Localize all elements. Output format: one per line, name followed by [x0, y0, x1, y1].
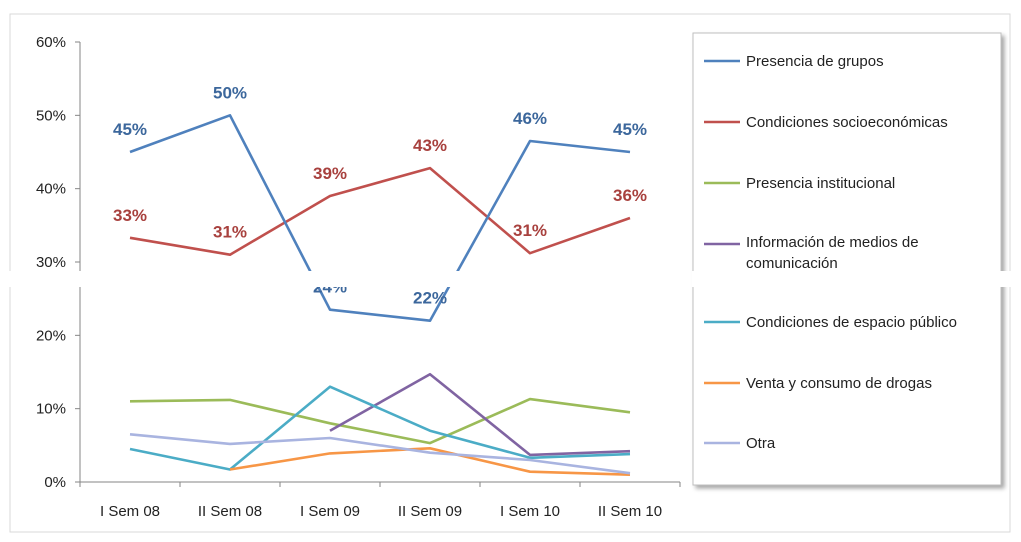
series-line-1	[129, 166, 631, 256]
legend-entry-label: Condiciones de espacio público	[746, 314, 957, 331]
data-label: 50%	[213, 83, 247, 102]
data-label: 46%	[513, 109, 547, 128]
series-line-4	[129, 385, 631, 471]
series-line-3	[329, 372, 631, 457]
legend-entry-label: Información de medios de comunicación	[746, 234, 919, 272]
x-tick-label: II Sem 10	[598, 503, 662, 520]
legend-entry-label: Presencia de grupos	[746, 53, 884, 70]
series-line-5	[229, 447, 631, 476]
y-tick-label: 60%	[36, 34, 66, 51]
data-label: 45%	[113, 120, 147, 139]
y-tick-label: 20%	[36, 327, 66, 344]
data-label: 39%	[313, 164, 347, 183]
data-label: 33%	[113, 206, 147, 225]
legend: Presencia de grupos Condiciones socioecon…	[692, 32, 1012, 486]
x-tick-label: I Sem 10	[500, 503, 560, 520]
legend-entry-label-line: comunicación	[746, 255, 838, 272]
data-label: 31%	[213, 223, 247, 242]
legend-entry-label: Presencia institucional	[746, 175, 895, 192]
y-tick-label: 10%	[36, 401, 66, 418]
chart-gap-band	[0, 271, 690, 287]
series-line-0	[129, 114, 631, 322]
y-tick-label: 50%	[36, 107, 66, 124]
data-label: 43%	[413, 136, 447, 155]
legend-gap-band	[692, 271, 1012, 287]
data-label: 36%	[613, 186, 647, 205]
y-tick-label: 30%	[36, 254, 66, 271]
y-tick-label: 40%	[36, 181, 66, 198]
legend-box	[692, 32, 1002, 486]
x-tick-label: I Sem 08	[100, 503, 160, 520]
legend-entry-label: Otra	[746, 435, 776, 452]
y-tick-label: 0%	[44, 474, 66, 491]
x-tick-label: I Sem 09	[300, 503, 360, 520]
series-line-6	[129, 433, 631, 475]
series-line-2	[129, 397, 631, 445]
data-label: 31%	[513, 221, 547, 240]
legend-entry-label: Venta y consumo de drogas	[746, 375, 932, 392]
x-tick-label: II Sem 09	[398, 503, 462, 520]
data-label: 22%	[413, 289, 447, 308]
legend-entry-label-line: Información de medios de	[746, 234, 919, 251]
legend-entry-label: Condiciones socioeconómicas	[746, 114, 948, 131]
data-label: 45%	[613, 120, 647, 139]
x-tick-label: II Sem 08	[198, 503, 262, 520]
